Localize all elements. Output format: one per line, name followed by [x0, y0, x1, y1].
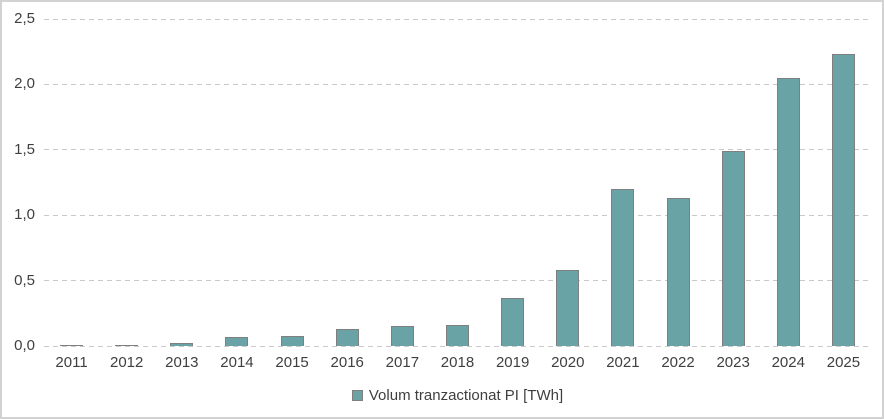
bar-2018: [446, 325, 469, 346]
legend: Volum tranzactionat PI [TWh]: [44, 387, 871, 404]
bar-2020: [556, 270, 580, 346]
y-tick-label: 2,0: [14, 75, 35, 93]
x-tick-label: 2019: [495, 354, 530, 371]
x-tick-label: 2018: [440, 354, 475, 371]
bar-2013: [170, 343, 194, 346]
y-tick-label: 0,5: [14, 271, 35, 289]
x-tick-label: 2013: [165, 354, 199, 371]
x-tick-label: 2011: [55, 354, 88, 371]
x-tick-label: 2022: [661, 354, 695, 371]
legend-label: Volum tranzactionat PI [TWh]: [368, 387, 564, 404]
bar-2025: [831, 54, 855, 346]
y-tick-label: 0,0: [14, 337, 35, 354]
gridline: [44, 345, 871, 347]
bar-2019: [501, 297, 525, 346]
legend-marker-icon: [351, 390, 363, 401]
bar-2017: [390, 326, 414, 346]
gridline: [44, 18, 871, 20]
x-tick-label: 2017: [385, 354, 420, 371]
bar-2014: [225, 336, 249, 346]
x-tick-label: 2020: [551, 354, 585, 371]
bar-2011: [60, 344, 84, 346]
x-tick-label: 2024: [771, 354, 805, 371]
bar-2012: [115, 344, 139, 346]
gridline: [44, 280, 871, 282]
x-tick-label: 2012: [110, 354, 144, 371]
plot-area: [44, 18, 871, 347]
gridline: [44, 83, 871, 85]
x-tick-label: 2021: [606, 354, 640, 371]
bar-2024: [776, 77, 800, 346]
bar-2015: [280, 335, 304, 346]
bar-2022: [666, 198, 690, 346]
bar-2021: [611, 189, 635, 346]
x-tick-label: 2015: [275, 354, 309, 371]
x-tick-label: 2014: [220, 354, 254, 371]
x-tick-label: 2016: [330, 354, 364, 371]
bar-2016: [335, 329, 359, 346]
y-tick-label: 1,5: [14, 140, 35, 158]
y-tick-label: 2,5: [14, 10, 35, 27]
gridline: [44, 149, 871, 151]
x-tick-label: 2023: [716, 354, 750, 371]
gridline: [44, 214, 871, 216]
bar-2023: [721, 151, 745, 346]
y-tick-label: 1,0: [14, 206, 35, 224]
x-tick-label: 2025: [826, 354, 861, 371]
